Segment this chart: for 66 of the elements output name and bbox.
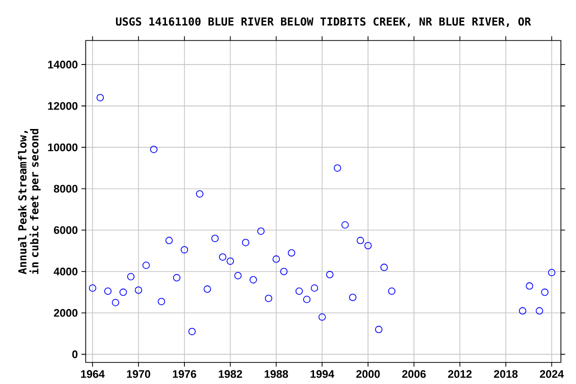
chart-title: USGS 14161100 BLUE RIVER BELOW TIDBITS CREEK, NR BLUE RIVER, OR	[116, 17, 532, 28]
x-tick-label: 1988	[264, 370, 288, 378]
point	[334, 164, 342, 172]
y-tick-label: 8000	[54, 184, 78, 193]
point	[180, 246, 188, 254]
x-tick-label: 2000	[356, 370, 380, 378]
y-axis-title: Annual Peak Streamflow, in cubic feet per second	[18, 129, 41, 274]
y-tick-label: 12000	[48, 102, 78, 110]
point	[127, 273, 135, 280]
point	[158, 298, 166, 306]
point	[536, 307, 544, 315]
point	[204, 285, 212, 293]
point	[364, 242, 372, 250]
point	[310, 284, 318, 292]
point	[142, 262, 150, 270]
x-tick-label: 2018	[494, 370, 518, 378]
point	[349, 294, 356, 302]
x-tick-label: 1970	[126, 370, 150, 378]
point	[341, 221, 349, 229]
point	[295, 288, 303, 295]
point	[356, 236, 364, 244]
point	[165, 236, 173, 244]
x-tick-label: 1976	[172, 370, 196, 378]
point	[211, 234, 219, 242]
x-tick-label: 1982	[218, 370, 242, 378]
point	[541, 288, 548, 296]
x-tick-label: 1994	[310, 370, 334, 378]
point	[257, 227, 265, 235]
x-tick-label: 1964	[81, 370, 105, 378]
point	[196, 190, 204, 198]
point	[526, 282, 534, 290]
point	[119, 288, 127, 296]
point	[388, 288, 396, 295]
point	[242, 238, 250, 246]
y-tick-label: 14000	[48, 60, 78, 68]
point	[375, 326, 382, 334]
y-tick-label: 0	[72, 350, 78, 358]
point	[88, 284, 96, 292]
point	[380, 264, 388, 272]
point	[112, 298, 120, 306]
point	[264, 294, 272, 302]
point	[326, 270, 334, 278]
x-tick-label: 2024	[540, 370, 564, 378]
y-tick-label: 4000	[54, 268, 78, 276]
x-tick-label: 2012	[448, 370, 472, 378]
point	[250, 276, 257, 284]
point	[226, 257, 234, 265]
point	[96, 94, 104, 102]
point	[548, 268, 556, 276]
point	[150, 146, 158, 154]
point	[303, 296, 311, 304]
x-tick-label: 2006	[402, 370, 426, 378]
point	[272, 255, 280, 263]
point	[104, 288, 112, 295]
y-tick-label: 10000	[48, 143, 78, 152]
point	[188, 328, 196, 336]
point	[234, 272, 242, 280]
point	[518, 307, 526, 315]
point	[288, 249, 296, 257]
point	[318, 313, 326, 321]
point	[218, 253, 226, 261]
point	[280, 268, 288, 276]
y-tick-label: 2000	[54, 309, 78, 317]
point	[134, 286, 142, 294]
point	[173, 274, 180, 282]
y-tick-label: 6000	[54, 226, 78, 234]
